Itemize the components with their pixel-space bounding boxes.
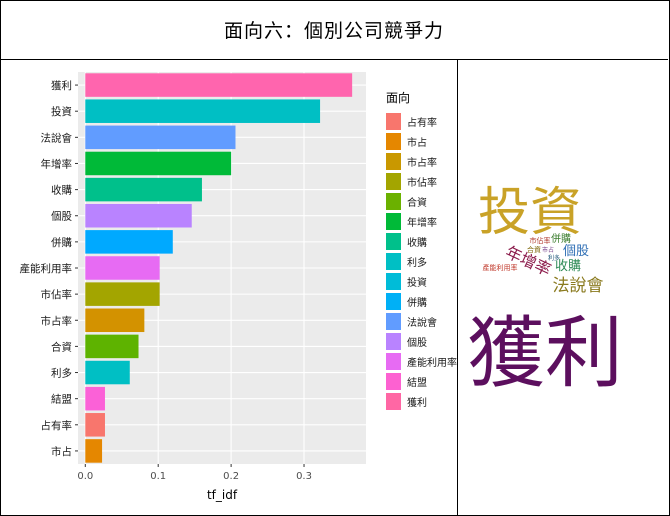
bar-市佔率 — [85, 282, 160, 306]
legend-label: 併購 — [407, 296, 427, 309]
x-tick-label: 0.0 — [77, 471, 93, 482]
legend-swatch — [386, 233, 401, 250]
tfidf-bar-chart: 0.0 0.1 0.2 0.3獲利投資法說會年增率收購個股併購產能利用率市佔率市占率合… — [20, 72, 457, 502]
legend-swatch — [386, 253, 401, 270]
x-tick-label: 0.3 — [296, 471, 312, 482]
y-tick-label: 利多 — [51, 367, 72, 380]
legend-label: 利多 — [407, 256, 427, 269]
y-tick-label: 市占 — [51, 445, 72, 458]
legend-label: 投資 — [407, 276, 427, 289]
x-tick-label: 0.1 — [150, 471, 166, 482]
legend-swatch — [386, 313, 401, 330]
legend-swatch — [386, 393, 401, 410]
y-tick-label: 法說會 — [41, 131, 73, 144]
bar-併購 — [85, 230, 173, 254]
bar-占有率 — [85, 413, 105, 437]
bar-合資 — [85, 334, 139, 359]
cloud-word-收購: 收購 — [555, 259, 581, 274]
legend-swatch — [386, 173, 401, 190]
y-tick-label: 收購 — [51, 184, 72, 197]
legend-label: 占有率 — [407, 116, 437, 129]
bar-產能利用率 — [85, 256, 160, 280]
y-tick-label: 個股 — [51, 210, 72, 223]
y-tick-label: 投資 — [51, 105, 72, 118]
legend-label: 法說會 — [407, 316, 437, 329]
legend-label: 結盟 — [407, 376, 427, 389]
cloud-word-產能利用率: 產能利用率 — [483, 263, 518, 272]
cloud-word-合資: 合資 — [527, 245, 541, 254]
legend-label: 獲利 — [407, 396, 427, 409]
legend-label: 市佔率 — [407, 176, 437, 189]
y-tick-label: 獲利 — [51, 79, 72, 92]
panel-divider — [457, 60, 458, 515]
bar-市占 — [85, 439, 103, 463]
cloud-word-個股: 個股 — [563, 244, 589, 259]
legend-swatch — [386, 213, 401, 230]
legend-swatch — [386, 133, 401, 150]
legend-swatch — [386, 113, 401, 130]
bar-市占率 — [85, 308, 145, 333]
y-tick-label: 結盟 — [51, 393, 72, 406]
x-axis-label: tf_idf — [207, 488, 238, 502]
y-tick-label: 併購 — [51, 236, 72, 249]
y-tick-label: 合資 — [51, 340, 72, 353]
legend-swatch — [386, 293, 401, 310]
y-tick-label: 市佔率 — [41, 288, 73, 301]
bar-年增率 — [85, 151, 232, 176]
legend-title: 面向 — [386, 90, 410, 105]
y-tick-label: 產能利用率 — [20, 262, 73, 275]
legend-label: 市占 — [407, 136, 427, 149]
legend-swatch — [386, 273, 401, 290]
legend-swatch — [386, 193, 401, 210]
cloud-word-法說會: 法說會 — [553, 276, 604, 296]
cloud-word-獲利: 獲利 — [467, 309, 623, 399]
cloud-word-投資: 投資 — [478, 183, 582, 243]
bar-結盟 — [85, 386, 105, 411]
legend-swatch — [386, 153, 401, 170]
legend-label: 年增率 — [407, 216, 437, 229]
cloud-word-利多: 利多 — [548, 254, 560, 262]
cloud-word-市佔率: 市佔率 — [530, 236, 551, 245]
cloud-word-市占: 市占 — [542, 246, 554, 254]
bar-利多 — [85, 360, 130, 385]
bar-法說會 — [85, 125, 236, 150]
legend-label: 收購 — [407, 236, 427, 249]
bar-個股 — [85, 203, 192, 228]
y-tick-label: 年增率 — [41, 157, 73, 170]
cloud-word-併購: 併購 — [551, 232, 571, 245]
x-tick-label: 0.2 — [223, 471, 239, 482]
legend-swatch — [386, 333, 401, 350]
legend-label: 合資 — [407, 196, 427, 209]
y-tick-label: 占有率 — [41, 419, 73, 432]
bar-獲利 — [85, 73, 353, 97]
legend-swatch — [386, 373, 401, 390]
legend-swatch — [386, 353, 401, 370]
legend-label: 市占率 — [407, 156, 437, 169]
page-title: 面向六：個別公司競爭力 — [0, 0, 668, 60]
legend-label: 個股 — [407, 336, 427, 349]
bar-收購 — [85, 177, 202, 202]
legend-label: 產能利用率 — [407, 356, 457, 369]
y-tick-label: 市占率 — [41, 314, 73, 327]
bar-投資 — [85, 99, 321, 123]
